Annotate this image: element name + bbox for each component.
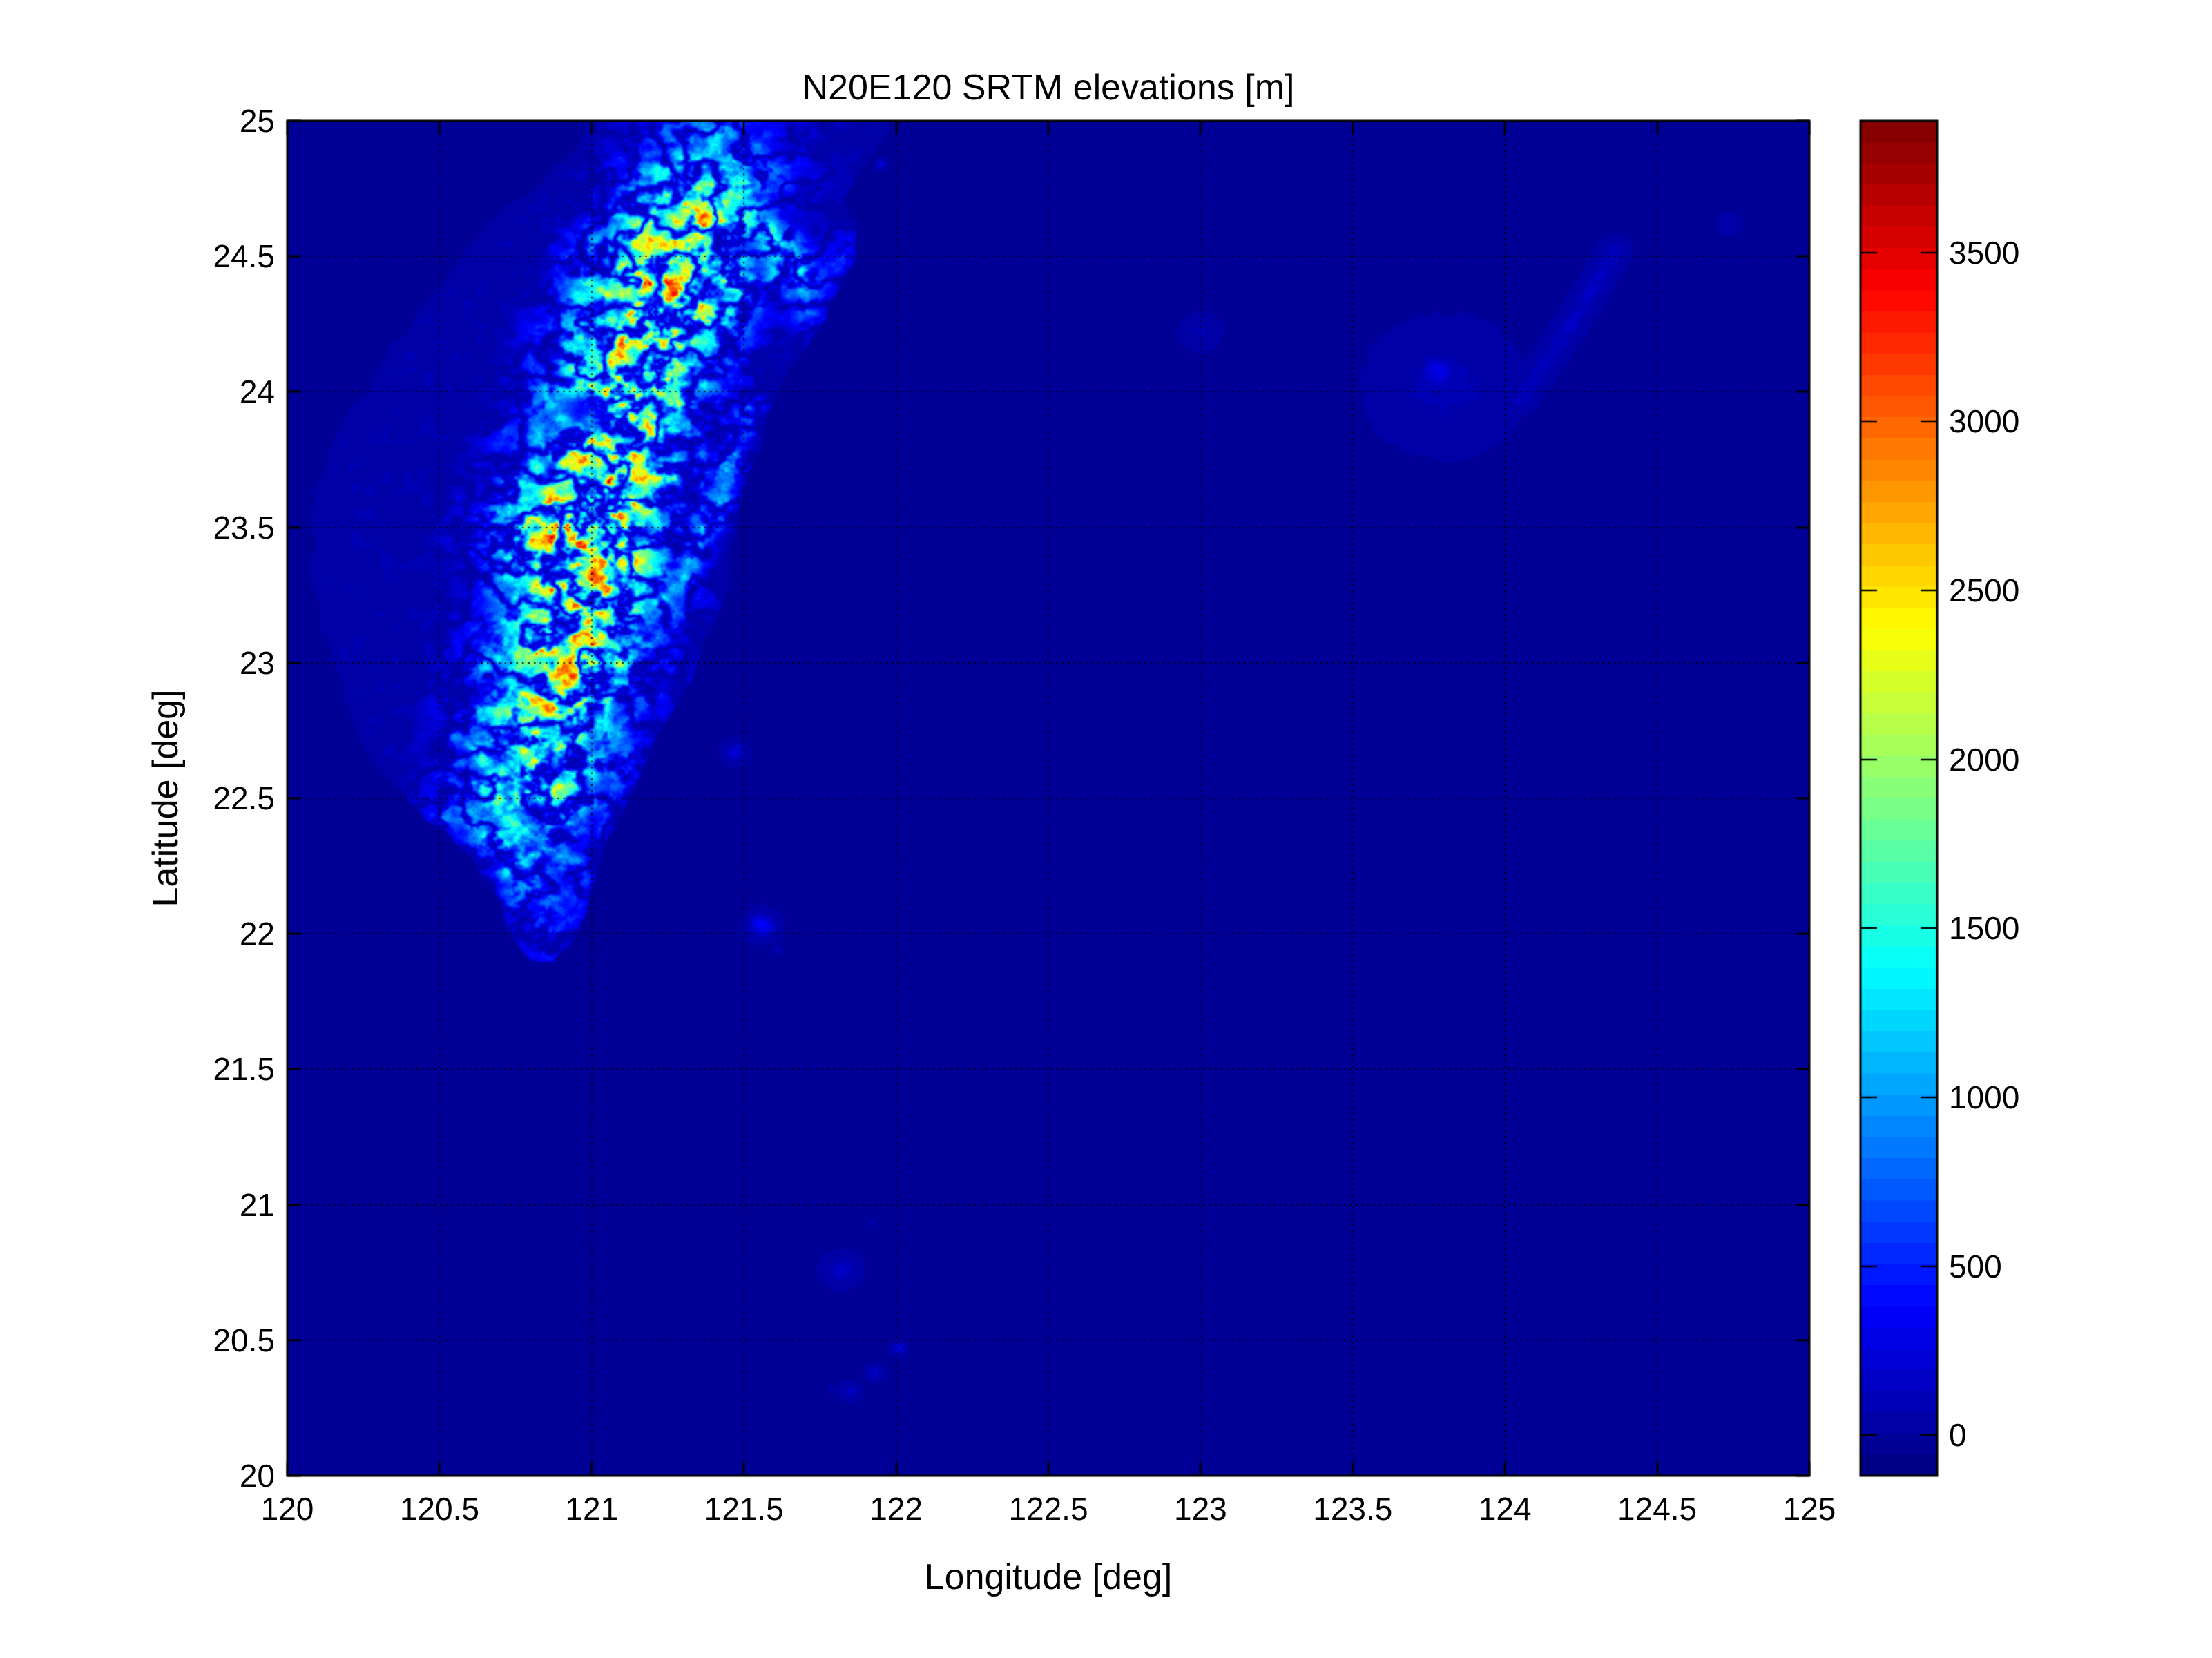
x-tick-label: 120.5 <box>399 1491 479 1527</box>
colorbar-tick-label: 1500 <box>1949 910 2020 947</box>
colorbar-tick-label: 3500 <box>1949 234 2020 271</box>
y-tick-label: 22 <box>239 916 275 952</box>
y-tick-label: 22.5 <box>213 780 275 816</box>
colorbar-tick-label: 1000 <box>1949 1079 2020 1115</box>
x-tick-label: 124 <box>1478 1491 1532 1527</box>
y-tick-label: 20 <box>239 1458 275 1494</box>
x-tick-label: 121 <box>565 1491 619 1527</box>
y-axis-label: Latitude [deg] <box>146 689 186 907</box>
y-tick-label: 23.5 <box>213 509 275 546</box>
x-tick-label: 123.5 <box>1313 1491 1393 1527</box>
x-tick-label: 122.5 <box>1008 1491 1088 1527</box>
chart-title: N20E120 SRTM elevations [m] <box>802 68 1295 108</box>
x-tick-label: 122 <box>869 1491 923 1527</box>
y-tick-label: 21 <box>239 1186 275 1223</box>
x-tick-label: 125 <box>1782 1491 1836 1527</box>
x-axis-label: Longitude [deg] <box>924 1557 1173 1597</box>
colorbar-tick-label: 0 <box>1949 1417 1967 1454</box>
x-tick-label: 121.5 <box>704 1491 784 1527</box>
y-tick-label: 20.5 <box>213 1322 275 1358</box>
x-tick-label: 123 <box>1174 1491 1227 1527</box>
x-tick-label: 120 <box>260 1491 314 1527</box>
colorbar-tick-label: 2500 <box>1949 572 2020 609</box>
y-tick-label: 24.5 <box>213 238 275 275</box>
y-tick-label: 21.5 <box>213 1051 275 1088</box>
y-tick-label: 23 <box>239 644 275 681</box>
colorbar-tick-label: 3000 <box>1949 403 2020 440</box>
colorbar-tick-label: 500 <box>1949 1248 2002 1284</box>
y-tick-label: 25 <box>239 103 275 139</box>
x-tick-label: 124.5 <box>1617 1491 1698 1527</box>
colorbar-tick-label: 2000 <box>1949 741 2020 778</box>
y-tick-label: 24 <box>239 374 275 410</box>
